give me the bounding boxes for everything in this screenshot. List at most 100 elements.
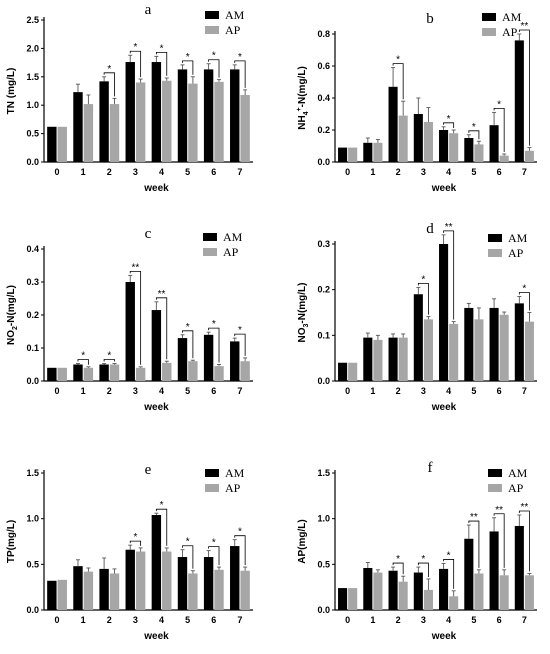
significance-bracket [208,546,220,566]
y-tick-label: 0.5 [26,559,39,569]
bar-ap [57,579,67,610]
legend-swatch-ap [488,484,502,492]
bar-am [125,549,135,610]
significance-mark: ** [158,289,166,300]
panel-letter: f [428,460,433,476]
x-tick-label: 5 [185,615,190,625]
y-tick-label: 0.0 [317,157,330,167]
y-tick-label: 0.4 [317,93,330,103]
bar-ap [214,569,224,610]
y-tick-label: 0.6 [317,61,330,71]
bar-am [413,572,423,610]
y-tick-label: 1.0 [317,514,330,524]
significance-mark: * [212,538,216,549]
x-tick-label: 3 [133,167,138,177]
significance-mark: * [212,51,216,62]
x-tick-label: 3 [133,386,138,396]
significance-mark: * [238,52,242,63]
y-axis-label: NO3-N(mg/L) [297,282,310,342]
legend-swatch-am [205,11,219,19]
bar-ap [474,144,484,162]
y-tick-label: 0.3 [317,239,330,249]
y-tick-label: 0.0 [26,376,39,386]
bar-ap [398,581,408,610]
bar-am [125,282,135,381]
x-axis-label: week [431,631,457,642]
significance-mark: * [186,537,190,548]
x-axis-label: week [143,402,169,413]
bar-am [151,62,162,163]
x-tick-label: 0 [55,167,60,177]
significance-bracket [129,50,142,78]
y-tick-label: 0.3 [26,277,39,287]
x-tick-label: 7 [522,167,527,177]
bar-ap [135,367,146,381]
bar-ap [449,596,459,610]
y-tick-label: 0.0 [317,605,330,615]
significance-mark: * [472,122,476,133]
bar-am [489,125,499,162]
significance-mark: * [212,319,216,330]
y-tick-label: 0.2 [317,125,330,135]
significance-bracket [208,59,220,78]
bar-ap [373,142,383,162]
x-tick-label: 5 [185,386,190,396]
bar-ap [135,82,146,162]
bar-am [177,338,188,381]
significance-mark: ** [132,262,140,273]
chart-panel-a: a 0.0 0.5 1.0 1.5 2.0 2.5 TN (mg/L) week 0 1 2 * 3 * 4 *… [6,2,253,194]
significance-bracket [392,562,404,575]
x-tick-label: 4 [446,167,451,177]
x-tick-label: 2 [396,386,401,396]
bar-ap [499,575,509,610]
x-tick-label: 0 [345,615,350,625]
x-axis-label: week [431,183,457,194]
legend-swatch-am [488,234,502,242]
y-tick-label: 1.5 [26,468,39,478]
x-tick-label: 4 [446,386,451,396]
significance-bracket [417,282,429,315]
significance-mark: * [421,554,425,565]
significance-bracket [155,51,168,76]
bar-ap [348,362,358,381]
y-tick-label: 1.0 [26,100,39,110]
bar-am [514,40,524,162]
bar-ap [135,551,146,610]
bar-am [47,126,57,162]
bar-am [388,570,398,610]
x-tick-label: 4 [159,615,164,625]
bar-am [230,69,240,162]
legend-label-ap: AP [223,245,239,259]
bar-ap [499,155,509,162]
significance-mark: * [107,351,111,362]
bar-am [514,303,524,381]
significance-mark: * [160,500,164,511]
bar-ap [214,81,224,162]
x-tick-label: 0 [345,386,350,396]
y-tick-label: 0.0 [317,376,330,386]
bar-am [439,244,449,381]
x-tick-label: 5 [185,167,190,177]
x-tick-label: 2 [396,167,401,177]
significance-bracket [129,271,142,365]
bar-ap [240,94,250,162]
bar-am [363,567,373,610]
bar-ap [162,362,172,381]
significance-bracket [234,333,246,356]
significance-mark: * [497,99,501,110]
x-axis-label: week [143,631,169,642]
bar-am [125,62,135,163]
significance-bracket [182,330,194,359]
significance-bracket [234,535,246,566]
significance-bracket [129,540,142,546]
bar-ap [398,115,408,162]
x-tick-label: 2 [107,167,112,177]
bar-ap [524,575,534,610]
bar-am [73,364,83,381]
legend-swatch-ap [203,248,217,256]
legend-label-ap: AP [502,25,518,39]
x-tick-label: 2 [107,386,112,396]
legend-label-am: AM [223,230,243,244]
x-tick-label: 4 [446,615,451,625]
